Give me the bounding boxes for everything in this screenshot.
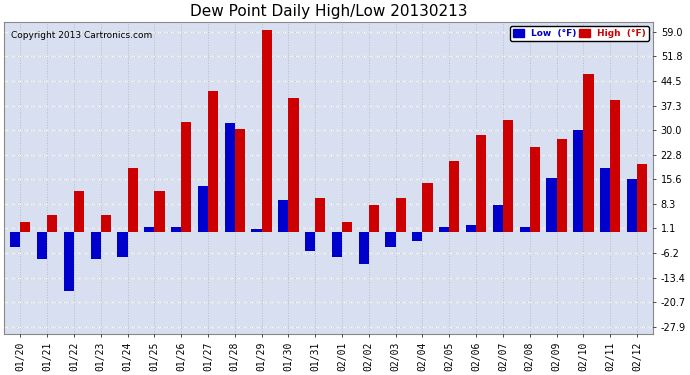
Bar — [101, 215, 111, 232]
Bar — [74, 191, 84, 232]
Bar — [600, 168, 610, 232]
Bar — [155, 191, 164, 232]
Bar — [332, 232, 342, 258]
Bar — [493, 205, 503, 232]
Bar — [208, 91, 218, 232]
Bar — [20, 222, 30, 232]
Bar — [573, 130, 583, 232]
Bar — [503, 120, 513, 232]
Bar — [224, 123, 235, 232]
Bar — [359, 232, 369, 264]
Bar — [144, 227, 155, 232]
Bar — [262, 30, 272, 232]
Bar — [63, 232, 74, 291]
Bar — [439, 227, 449, 232]
Bar — [198, 186, 208, 232]
Bar — [530, 147, 540, 232]
Bar — [171, 227, 181, 232]
Bar — [386, 232, 395, 248]
Bar — [117, 232, 128, 258]
Bar — [90, 232, 101, 259]
Bar — [476, 135, 486, 232]
Bar — [637, 164, 647, 232]
Title: Dew Point Daily High/Low 20130213: Dew Point Daily High/Low 20130213 — [190, 4, 467, 19]
Bar — [251, 229, 262, 232]
Bar — [10, 232, 20, 248]
Bar — [47, 215, 57, 232]
Bar — [520, 227, 530, 232]
Bar — [278, 200, 288, 232]
Bar — [466, 225, 476, 232]
Bar — [288, 98, 299, 232]
Legend: Low  (°F), High  (°F): Low (°F), High (°F) — [510, 26, 649, 40]
Bar — [557, 139, 566, 232]
Bar — [583, 74, 593, 232]
Bar — [413, 232, 422, 240]
Bar — [627, 180, 637, 232]
Bar — [128, 168, 138, 232]
Bar — [395, 198, 406, 232]
Bar — [305, 232, 315, 251]
Bar — [422, 183, 433, 232]
Bar — [449, 161, 460, 232]
Bar — [235, 129, 245, 232]
Bar — [546, 178, 557, 232]
Bar — [37, 232, 47, 259]
Text: Copyright 2013 Cartronics.com: Copyright 2013 Cartronics.com — [10, 31, 152, 40]
Bar — [342, 222, 352, 232]
Bar — [369, 205, 379, 232]
Bar — [181, 122, 191, 232]
Bar — [315, 198, 326, 232]
Bar — [610, 100, 620, 232]
